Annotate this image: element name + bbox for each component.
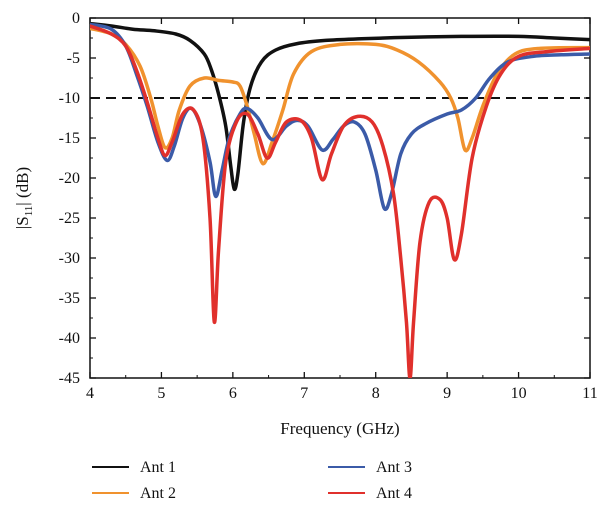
series-line-ant-2 [90, 28, 590, 163]
y-tick-label: -10 [59, 90, 80, 107]
y-tick-label: -40 [59, 330, 80, 347]
x-tick-label: 6 [229, 385, 237, 402]
legend-label-ant-1: Ant 1 [140, 459, 176, 476]
y-tick-label: -30 [59, 250, 80, 267]
y-tick-label: 0 [72, 10, 80, 27]
plot-frame [90, 18, 590, 378]
x-tick-label: 7 [300, 385, 308, 402]
y-tick-label: -35 [59, 290, 80, 307]
x-tick-label: 4 [86, 385, 94, 402]
series-line-ant-1 [90, 24, 590, 190]
y-tick-label: -45 [59, 370, 80, 387]
x-tick-label: 8 [372, 385, 380, 402]
series-line-ant-4 [90, 26, 590, 378]
legend-label-ant-4: Ant 4 [376, 485, 412, 502]
x-tick-label: 11 [582, 385, 597, 402]
x-tick-label: 5 [157, 385, 165, 402]
legend-label-ant-3: Ant 3 [376, 459, 412, 476]
x-axis-title: Frequency (GHz) [280, 419, 399, 438]
x-tick-label: 9 [443, 385, 451, 402]
x-tick-label: 10 [511, 385, 527, 402]
y-tick-label: -25 [59, 210, 80, 227]
y-axis-title: |S11| (dB) [13, 167, 35, 229]
y-tick-label: -20 [59, 170, 80, 187]
y-axis-title-end: | (dB) [13, 167, 32, 206]
y-tick-label: -5 [67, 50, 80, 67]
legend: Ant 1 Ant 2 Ant 3 Ant 4 [92, 459, 412, 502]
legend-label-ant-2: Ant 2 [140, 485, 176, 502]
y-tick-label: -15 [59, 130, 80, 147]
y-axis-title-main: |S [13, 216, 32, 229]
y-axis-title-subscript: 11 [23, 206, 35, 217]
